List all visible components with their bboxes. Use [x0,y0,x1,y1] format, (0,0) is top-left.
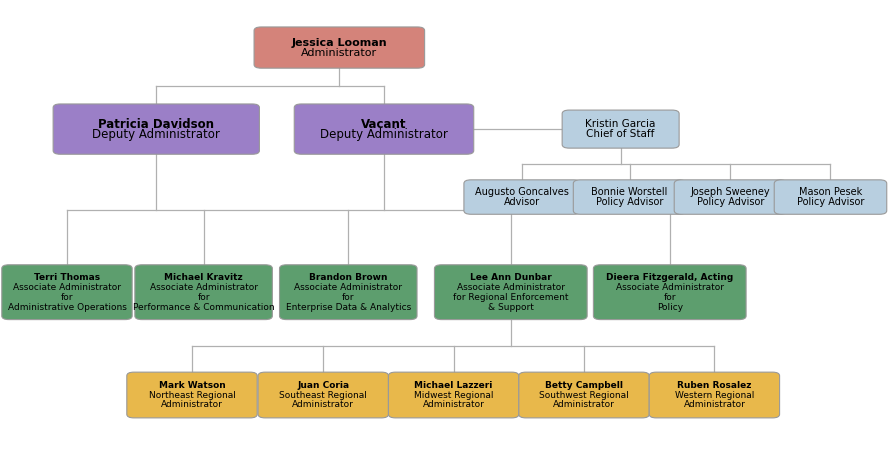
FancyBboxPatch shape [649,372,780,418]
Text: Policy: Policy [656,303,683,312]
Text: Policy Advisor: Policy Advisor [596,197,663,207]
Text: Associate Administrator: Associate Administrator [295,283,402,292]
Text: Juan Coria: Juan Coria [297,381,349,390]
Text: Associate Administrator: Associate Administrator [457,283,564,292]
Text: Performance & Communication: Performance & Communication [133,303,274,312]
FancyBboxPatch shape [464,180,580,214]
Text: Administrator: Administrator [161,400,223,410]
FancyBboxPatch shape [254,27,425,68]
Text: for: for [61,293,73,302]
FancyBboxPatch shape [127,372,257,418]
FancyBboxPatch shape [53,104,259,154]
Text: Ruben Rosalez: Ruben Rosalez [677,381,752,390]
Text: Terri Thomas: Terri Thomas [34,273,100,282]
Text: Betty Campbell: Betty Campbell [545,381,623,390]
Text: Enterprise Data & Analytics: Enterprise Data & Analytics [286,303,411,312]
Text: Lee Ann Dunbar: Lee Ann Dunbar [470,273,552,282]
Text: Policy Advisor: Policy Advisor [797,197,864,207]
Text: Kristin Garcia: Kristin Garcia [586,119,655,129]
Text: Mark Watson: Mark Watson [159,381,225,390]
FancyBboxPatch shape [258,372,388,418]
FancyBboxPatch shape [135,265,272,320]
Text: & Support: & Support [488,303,534,312]
Text: Policy Advisor: Policy Advisor [697,197,764,207]
FancyBboxPatch shape [2,265,132,320]
Text: for: for [197,293,210,302]
Text: Dieera Fitzgerald, Acting: Dieera Fitzgerald, Acting [606,273,733,282]
Text: Administrator: Administrator [553,400,615,410]
Text: Joseph Sweeney: Joseph Sweeney [690,187,771,197]
Text: Chief of Staff: Chief of Staff [587,129,655,139]
FancyBboxPatch shape [774,180,887,214]
Text: Associate Administrator: Associate Administrator [13,283,121,292]
Text: for: for [342,293,355,302]
Text: Patricia Davidson: Patricia Davidson [98,118,214,130]
FancyBboxPatch shape [295,104,473,154]
Text: Administrator: Administrator [683,400,746,410]
Text: Brandon Brown: Brandon Brown [309,273,388,282]
Text: Southwest Regional: Southwest Regional [539,390,629,400]
Text: Advisor: Advisor [505,197,540,207]
FancyBboxPatch shape [388,372,519,418]
Text: Bonnie Worstell: Bonnie Worstell [591,187,668,197]
Text: Administrative Operations: Administrative Operations [7,303,127,312]
FancyBboxPatch shape [280,265,417,320]
Text: Western Regional: Western Regional [675,390,754,400]
FancyBboxPatch shape [674,180,787,214]
Text: for Regional Enforcement: for Regional Enforcement [453,293,569,302]
Text: Mason Pesek: Mason Pesek [799,187,862,197]
Text: Administrator: Administrator [301,48,378,58]
Text: Deputy Administrator: Deputy Administrator [320,128,448,140]
Text: Michael Kravitz: Michael Kravitz [164,273,243,282]
Text: Northeast Regional: Northeast Regional [148,390,236,400]
FancyBboxPatch shape [573,180,686,214]
FancyBboxPatch shape [434,265,587,320]
Text: for: for [663,293,676,302]
FancyBboxPatch shape [593,265,746,320]
Text: Associate Administrator: Associate Administrator [150,283,257,292]
FancyBboxPatch shape [519,372,649,418]
Text: Deputy Administrator: Deputy Administrator [92,128,221,140]
Text: Michael Lazzeri: Michael Lazzeri [414,381,493,390]
FancyBboxPatch shape [563,110,679,148]
Text: Administrator: Administrator [422,400,485,410]
Text: Augusto Goncalves: Augusto Goncalves [475,187,570,197]
Text: Southeast Regional: Southeast Regional [280,390,367,400]
Text: Vacant: Vacant [362,118,406,130]
Text: Associate Administrator: Associate Administrator [616,283,723,292]
Text: Jessica Looman: Jessica Looman [291,38,388,48]
Text: Midwest Regional: Midwest Regional [413,390,494,400]
Text: Administrator: Administrator [292,400,355,410]
